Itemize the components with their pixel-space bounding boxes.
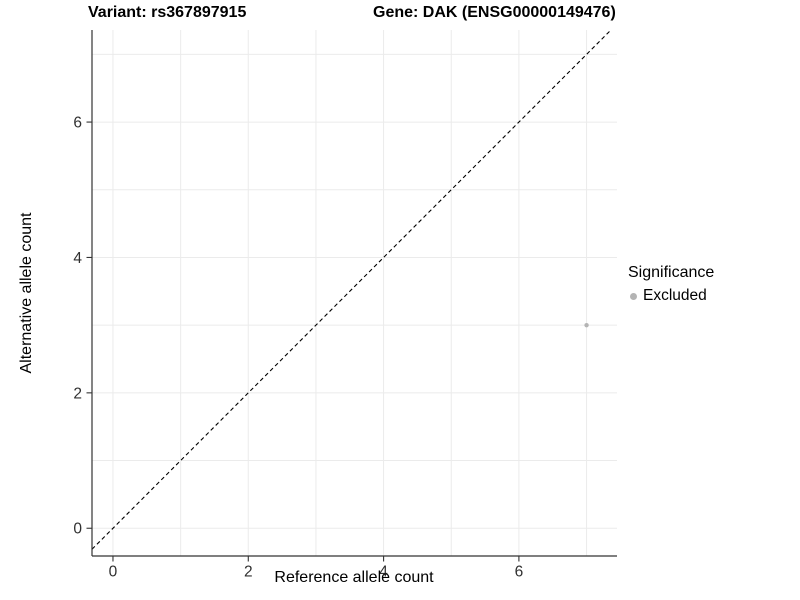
identity-line — [91, 29, 612, 550]
y-tick-label-0: 0 — [73, 521, 82, 538]
y-tick-label-4: 4 — [73, 250, 82, 267]
legend-key-dot-icon — [630, 292, 637, 300]
plot-title-variant: Variant: rs367897915 — [88, 4, 247, 21]
y-tick-label-6: 6 — [73, 115, 82, 132]
y-tick-label-2: 2 — [73, 385, 82, 402]
x-tick-label-0: 0 — [109, 564, 118, 581]
data-point-excluded — [584, 322, 589, 328]
legend-item-excluded: Excluded — [626, 287, 714, 305]
legend-title: Significance — [628, 264, 715, 281]
x-tick-label-6: 6 — [515, 564, 524, 581]
plot-title-gene: Gene: DAK (ENSG00000149476) — [373, 4, 616, 21]
legend: Significance Excluded — [626, 264, 714, 305]
x-tick-label-4: 4 — [379, 564, 388, 581]
legend-item-label: Excluded — [643, 287, 707, 304]
x-axis-title: Reference allele count — [274, 569, 434, 586]
x-tick-label-2: 2 — [244, 564, 253, 581]
y-axis-title: Alternative allele count — [18, 212, 35, 374]
